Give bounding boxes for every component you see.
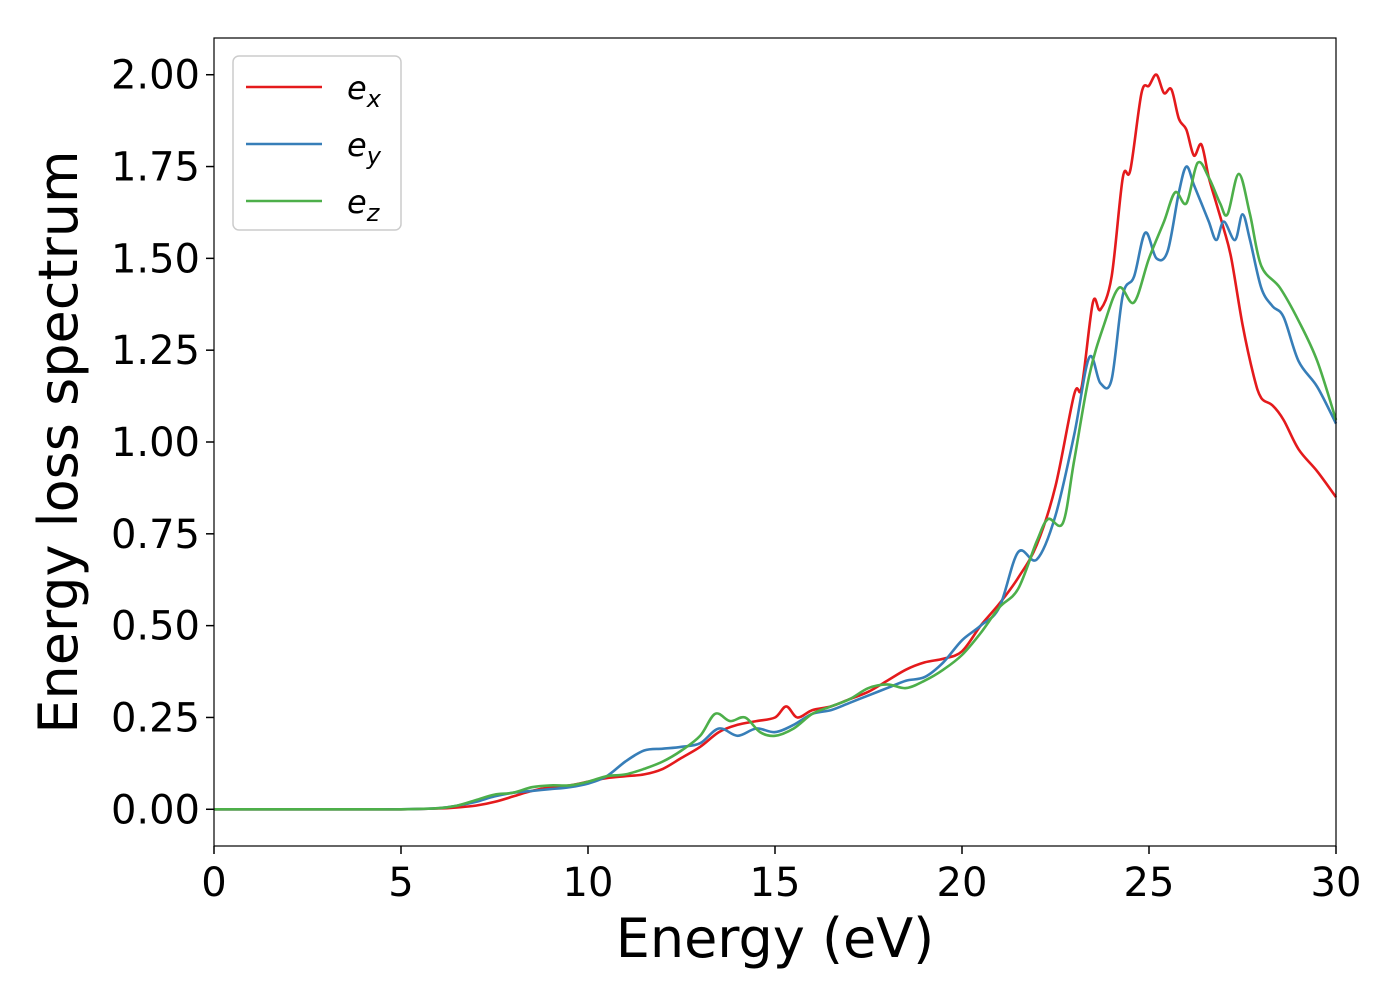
legend-label-subscript: z xyxy=(366,199,381,227)
legend-label-base: e xyxy=(347,69,367,107)
x-tick-label: 30 xyxy=(1311,860,1362,906)
y-axis: 0.00 0.25 0.50 0.75 1.00 1.25 1.50 1.75 2.00 xyxy=(111,53,214,833)
y-tick-label: 0.75 xyxy=(111,512,200,558)
legend-label-e-y: ey xyxy=(347,126,382,170)
x-tick-label: 5 xyxy=(388,860,413,906)
legend-label-e-z: ez xyxy=(347,183,381,227)
y-tick-label: 0.00 xyxy=(111,787,200,833)
x-tick-label: 0 xyxy=(201,860,226,906)
y-tick-label: 1.75 xyxy=(111,145,200,191)
series-line-e-z xyxy=(214,160,1338,811)
legend-label-base: e xyxy=(347,126,367,164)
y-tick-label: 0.25 xyxy=(111,695,200,741)
y-tick-label: 1.25 xyxy=(111,328,200,374)
y-tick-label: 1.50 xyxy=(111,236,200,282)
x-axis-label: Energy (eV) xyxy=(616,907,935,970)
x-tick-label: 10 xyxy=(563,860,614,906)
y-tick-label: 0.50 xyxy=(111,604,200,650)
y-tick-label: 2.00 xyxy=(111,53,200,99)
x-axis: 0 5 10 15 20 25 30 xyxy=(201,846,1361,906)
legend-label-base: e xyxy=(347,183,367,221)
x-tick-label: 20 xyxy=(937,860,988,906)
x-tick-label: 15 xyxy=(750,860,801,906)
x-tick-label: 25 xyxy=(1124,860,1175,906)
series-layer xyxy=(214,73,1338,811)
legend-label-subscript: x xyxy=(366,85,382,113)
y-tick-label: 1.00 xyxy=(111,420,200,466)
y-axis-label: Energy loss spectrum xyxy=(27,150,90,733)
series-line-e-y xyxy=(214,165,1338,811)
legend-label-subscript: y xyxy=(366,142,382,170)
legend-label-e-x: ex xyxy=(347,69,382,113)
